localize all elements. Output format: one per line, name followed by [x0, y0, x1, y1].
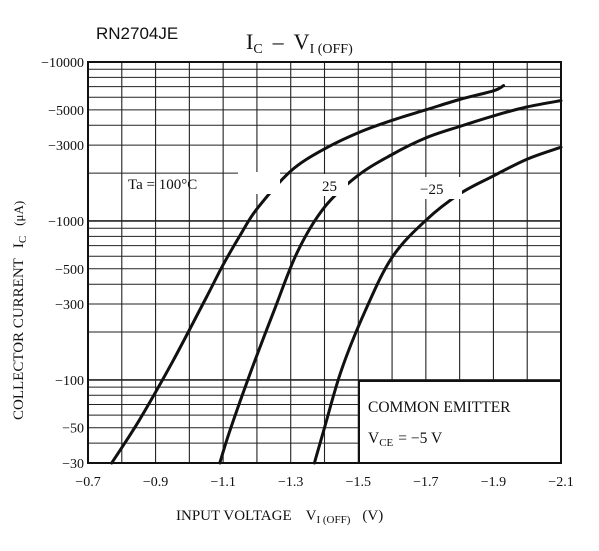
x-tick-labels: −0.7 −0.9 −1.1 −1.3 −1.5 −1.7 −1.9 −2.1 [75, 475, 573, 490]
x-tick-label: −1.7 [413, 475, 438, 490]
series-line-0 [110, 84, 506, 465]
x-tick-label: −1.5 [346, 475, 371, 490]
series-label-100c: Ta = 100°C [128, 177, 197, 193]
curves [110, 84, 563, 465]
y-tick-label: −300 [55, 298, 84, 313]
x-tick-label: −0.7 [75, 475, 100, 490]
x-tick-label: −1.9 [481, 475, 506, 490]
y-tick-label: −100 [55, 374, 84, 389]
series-label-25: 25 [322, 179, 337, 195]
label-bg-25 [314, 174, 348, 196]
y-axis-label: COLLECTOR CURRENTIC(μA) [11, 201, 29, 420]
condition-line-2: VCE = −5 V [368, 430, 443, 449]
label-bg-minus25 [410, 177, 462, 199]
condition-box: COMMON EMITTER VCE = −5 V [358, 380, 562, 464]
part-number: RN2704JE [96, 24, 178, 43]
chart-title: IC – VI (OFF) [246, 29, 353, 57]
series-line-2 [312, 145, 563, 465]
label-bg-100 [238, 172, 280, 194]
y-tick-label: −500 [55, 263, 84, 278]
plot-frame [87, 61, 562, 464]
y-tick-label: −50 [62, 422, 84, 437]
y-tick-labels: −10000 −5000 −3000 −1000 −500 −300 −100 −50 −30 [41, 56, 84, 472]
y-tick-label: −1000 [48, 215, 84, 230]
x-tick-label: −2.1 [548, 475, 573, 490]
y-tick-label: −10000 [41, 56, 84, 71]
x-tick-label: −0.9 [143, 475, 168, 490]
series-label-minus25: −25 [420, 182, 443, 198]
x-tick-label: −1.3 [278, 475, 303, 490]
x-axis-label: INPUT VOLTAGE VI (OFF) (V) [176, 508, 383, 526]
y-tick-label: −30 [62, 457, 84, 472]
x-tick-label: −1.1 [210, 475, 235, 490]
condition-line-1: COMMON EMITTER [368, 399, 511, 416]
y-tick-label: −5000 [48, 104, 84, 119]
y-tick-label: −3000 [48, 139, 84, 154]
series-line-1 [218, 99, 563, 465]
